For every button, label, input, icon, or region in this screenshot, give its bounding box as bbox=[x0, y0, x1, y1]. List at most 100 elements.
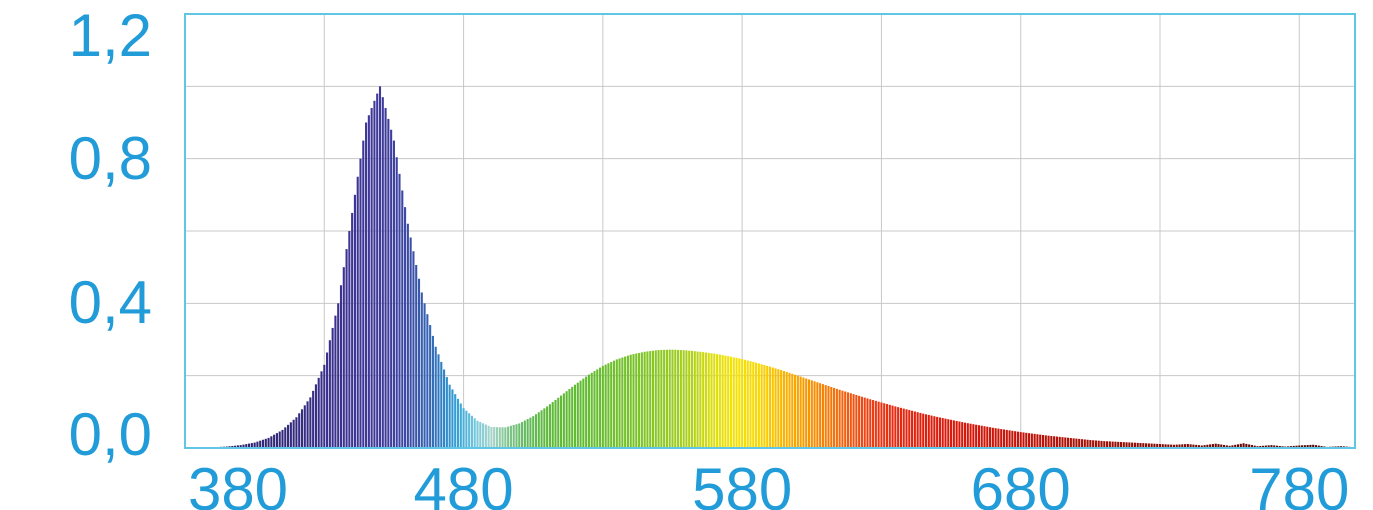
spectrum-bar bbox=[741, 359, 744, 448]
spectrum-bar bbox=[1094, 440, 1097, 448]
spectrum-bar bbox=[1206, 444, 1209, 449]
y-tick-label: 0,0 bbox=[68, 401, 152, 468]
spectrum-bar bbox=[278, 431, 281, 448]
spectrum-bar bbox=[768, 366, 772, 449]
spectrum-bar bbox=[958, 421, 961, 448]
spectrum-bar bbox=[894, 406, 897, 448]
spectrum-bar bbox=[560, 395, 563, 448]
spectrum-bar bbox=[665, 349, 668, 448]
spectrum-bar bbox=[1220, 444, 1223, 448]
spectrum-bar bbox=[693, 351, 696, 448]
spectrum-bar bbox=[866, 398, 869, 448]
spectrum-bar bbox=[702, 352, 705, 448]
spectrum-bar bbox=[835, 388, 838, 448]
spectrum-bar bbox=[1000, 429, 1003, 448]
spectrum-bar bbox=[448, 384, 451, 448]
spectrum-bar bbox=[785, 371, 788, 448]
spectrum-bar bbox=[1245, 443, 1248, 448]
spectrum-bar bbox=[1022, 432, 1025, 448]
spectrum-bar bbox=[629, 354, 632, 448]
spectrum-bar bbox=[465, 410, 468, 448]
spectrum-bars bbox=[197, 86, 1357, 449]
spectrum-bar bbox=[1080, 439, 1084, 448]
spectrum-bar bbox=[791, 373, 794, 448]
spectrum-bar bbox=[671, 349, 674, 448]
spectrum-bar bbox=[883, 403, 886, 448]
spectrum-bar bbox=[777, 369, 780, 448]
spectrum-bar bbox=[969, 423, 972, 448]
spectrum-bar bbox=[473, 418, 476, 448]
spectrum-bar bbox=[905, 409, 908, 448]
spectrum-bar bbox=[281, 429, 284, 448]
spectrum-bar bbox=[919, 412, 922, 448]
spectrum-bar bbox=[782, 370, 785, 448]
spectrum-bar bbox=[1200, 445, 1203, 448]
spectrum-bar bbox=[512, 425, 515, 448]
spectrum-bar bbox=[1028, 433, 1031, 448]
spectrum-bar bbox=[434, 346, 437, 448]
spectrum-bar bbox=[579, 380, 582, 448]
spectrum-bar bbox=[1083, 439, 1086, 448]
x-tick-label: 780 bbox=[1249, 456, 1350, 510]
spectrum-bar bbox=[1195, 444, 1198, 448]
spectrum-bar bbox=[356, 176, 359, 448]
spectrum-bar bbox=[1264, 445, 1267, 448]
spectrum-bar bbox=[1030, 433, 1033, 448]
spectrum-bar bbox=[1231, 445, 1234, 448]
spectrum-bar bbox=[721, 355, 724, 448]
spectrum-bar bbox=[1239, 443, 1242, 448]
spectrum-bar bbox=[724, 355, 727, 448]
spectrum-bar bbox=[551, 402, 554, 448]
spectrum-bar bbox=[526, 419, 529, 448]
spectrum-bar bbox=[532, 416, 535, 448]
spectrum-bar bbox=[1061, 437, 1064, 448]
spectrum-bar bbox=[696, 351, 699, 448]
spectrum-bar bbox=[852, 394, 855, 448]
spectrum-bar bbox=[239, 445, 242, 448]
spectrum-bar bbox=[568, 389, 571, 448]
spectrum-bar bbox=[459, 403, 462, 448]
spectrum-bar bbox=[869, 399, 872, 448]
spectrum-bar bbox=[543, 408, 546, 448]
spectrum-bar bbox=[529, 417, 532, 448]
spectrum-bar bbox=[370, 108, 373, 448]
spectrum-bar bbox=[306, 401, 309, 448]
spectrum-bar bbox=[1011, 430, 1014, 448]
spectrum-bar bbox=[774, 368, 777, 448]
spectrum-bar bbox=[521, 421, 524, 448]
spectrum-bar bbox=[1072, 438, 1075, 448]
spectrum-bar bbox=[509, 425, 512, 448]
spectrum-bar bbox=[1181, 444, 1184, 448]
spectrum-bar bbox=[713, 353, 716, 449]
spectrum-bar bbox=[938, 417, 941, 448]
spectrum-bar bbox=[1122, 442, 1125, 448]
spectrum-bar bbox=[1186, 444, 1189, 448]
spectrum-bar bbox=[977, 425, 980, 448]
spectrum-bar bbox=[1223, 444, 1226, 448]
spectrum-bar bbox=[963, 422, 967, 448]
spectrum-bar bbox=[431, 335, 434, 448]
spectrum-bar bbox=[735, 357, 738, 448]
spectrum-bar bbox=[456, 398, 460, 448]
spectrum-bar bbox=[677, 349, 680, 448]
spectrum-bar bbox=[571, 386, 574, 448]
spectrum-bar bbox=[429, 325, 432, 448]
spectrum-bar bbox=[1086, 439, 1089, 448]
spectrum-bar bbox=[404, 207, 407, 448]
spectrum-bar bbox=[445, 377, 448, 448]
spectrum-bar bbox=[1147, 443, 1150, 448]
spectrum-bar bbox=[626, 355, 629, 448]
spectrum-bar bbox=[1067, 437, 1070, 448]
spectrum-bar bbox=[643, 351, 646, 448]
spectrum-bar bbox=[841, 390, 844, 448]
spectrum-bar bbox=[1248, 444, 1251, 448]
spectrum-bar bbox=[248, 443, 251, 448]
spectrum-bar bbox=[877, 401, 880, 448]
spectrum-bar bbox=[1047, 435, 1050, 448]
spectrum-bar bbox=[487, 425, 490, 448]
spectrum-bar bbox=[966, 423, 969, 448]
spectrum-bar bbox=[1106, 441, 1109, 448]
spectrum-bar bbox=[1309, 444, 1312, 448]
spectrum-bar bbox=[585, 376, 588, 448]
spectrum-bar bbox=[646, 351, 649, 449]
